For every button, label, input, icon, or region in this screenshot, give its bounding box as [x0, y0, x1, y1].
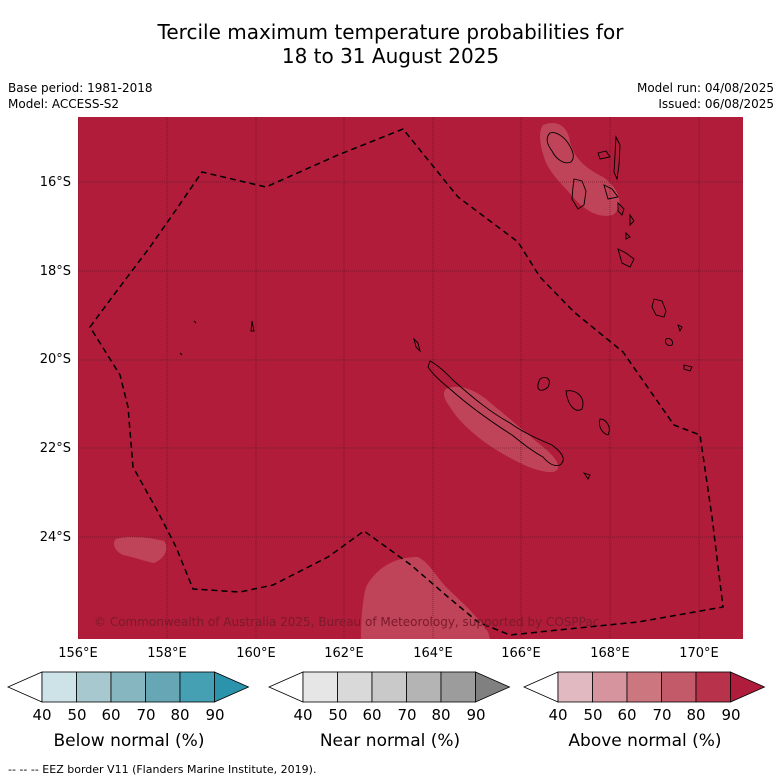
tick-near-40: 40 [293, 706, 313, 724]
near-colorbar-box-2 [337, 671, 373, 703]
below-colorbar-box-1 [41, 671, 77, 703]
tick-above-40: 40 [548, 706, 568, 724]
near-colorbar-low-triangle [268, 671, 304, 703]
above-colorbar-box-1 [557, 671, 593, 703]
below-colorbar-box-3 [110, 671, 146, 703]
near-colorbar-box-5 [440, 671, 476, 703]
eez-border [89, 128, 724, 636]
near-colorbar-box-3 [371, 671, 407, 703]
lat-label-22s: 22°S [39, 441, 71, 456]
colorbar-above-label: Above normal (%) [568, 731, 722, 751]
tick-above-90: 90 [721, 706, 741, 724]
near-colorbar-box-1 [302, 671, 338, 703]
lat-label-24s: 24°S [39, 530, 71, 545]
below-colorbar-box-2 [76, 671, 112, 703]
below-colorbar-high-triangle [214, 671, 250, 703]
lon-label-156e: 156°E [58, 646, 98, 661]
below-colorbar-low-triangle [7, 671, 43, 703]
colorbar-near-label: Near normal (%) [319, 731, 461, 751]
tick-below-80: 80 [170, 706, 190, 724]
above-colorbar-box-4 [661, 671, 697, 703]
tick-near-50: 50 [328, 706, 348, 724]
eez-legend-note: -- -- -- EEZ border V11 (Flanders Marine… [8, 763, 317, 776]
lat-label-20s: 20°S [39, 352, 71, 367]
lon-label-168e: 168°E [590, 646, 630, 661]
model-run: Model run: 04/08/2025 [636, 81, 774, 95]
lon-label-166e: 166°E [501, 646, 541, 661]
copyright-notice: © Commonwealth of Australia 2025, Bureau… [94, 615, 599, 629]
issued-date: Issued: 06/08/2025 [658, 97, 774, 111]
graticule [78, 117, 743, 639]
tick-below-50: 50 [67, 706, 87, 724]
colorbar-below-label: Below normal (%) [53, 731, 205, 751]
model-name: Model: ACCESS-S2 [8, 97, 120, 111]
tick-below-90: 90 [205, 706, 225, 724]
colorbar-below [7, 671, 250, 703]
near-colorbar-box-4 [406, 671, 442, 703]
near-colorbar-high-triangle [475, 671, 511, 703]
tick-above-70: 70 [652, 706, 672, 724]
tick-near-60: 60 [362, 706, 382, 724]
map-background [78, 117, 743, 639]
base-period: Base period: 1981-2018 [8, 81, 153, 95]
lon-label-160e: 160°E [236, 646, 276, 661]
tick-above-80: 80 [686, 706, 706, 724]
lon-label-158e: 158°E [147, 646, 187, 661]
colorbar-above [523, 671, 766, 703]
title-line-1: Tercile maximum temperature probabilitie… [157, 20, 624, 44]
tick-below-40: 40 [32, 706, 52, 724]
above-colorbar-box-5 [695, 671, 731, 703]
below-colorbar-box-4 [145, 671, 181, 703]
tick-near-90: 90 [466, 706, 486, 724]
tick-above-60: 60 [617, 706, 637, 724]
tick-near-80: 80 [431, 706, 451, 724]
colorbar-near [268, 671, 511, 703]
above-colorbar-low-triangle [523, 671, 559, 703]
tick-below-70: 70 [136, 706, 156, 724]
coastlines [179, 132, 693, 480]
tick-above-50: 50 [583, 706, 603, 724]
probability-map: © Commonwealth of Australia 2025, Bureau… [78, 117, 743, 639]
title-line-2: 18 to 31 August 2025 [281, 44, 500, 68]
lon-label-164e: 164°E [413, 646, 453, 661]
tick-below-60: 60 [101, 706, 121, 724]
lon-label-170e: 170°E [679, 646, 719, 661]
lat-label-18s: 18°S [39, 264, 71, 279]
above-colorbar-high-triangle [730, 671, 766, 703]
below-colorbar-box-5 [179, 671, 215, 703]
lon-label-162e: 162°E [324, 646, 364, 661]
tick-near-70: 70 [397, 706, 417, 724]
above-colorbar-box-2 [592, 671, 628, 703]
above-colorbar-box-3 [626, 671, 662, 703]
lat-label-16s: 16°S [39, 175, 71, 190]
